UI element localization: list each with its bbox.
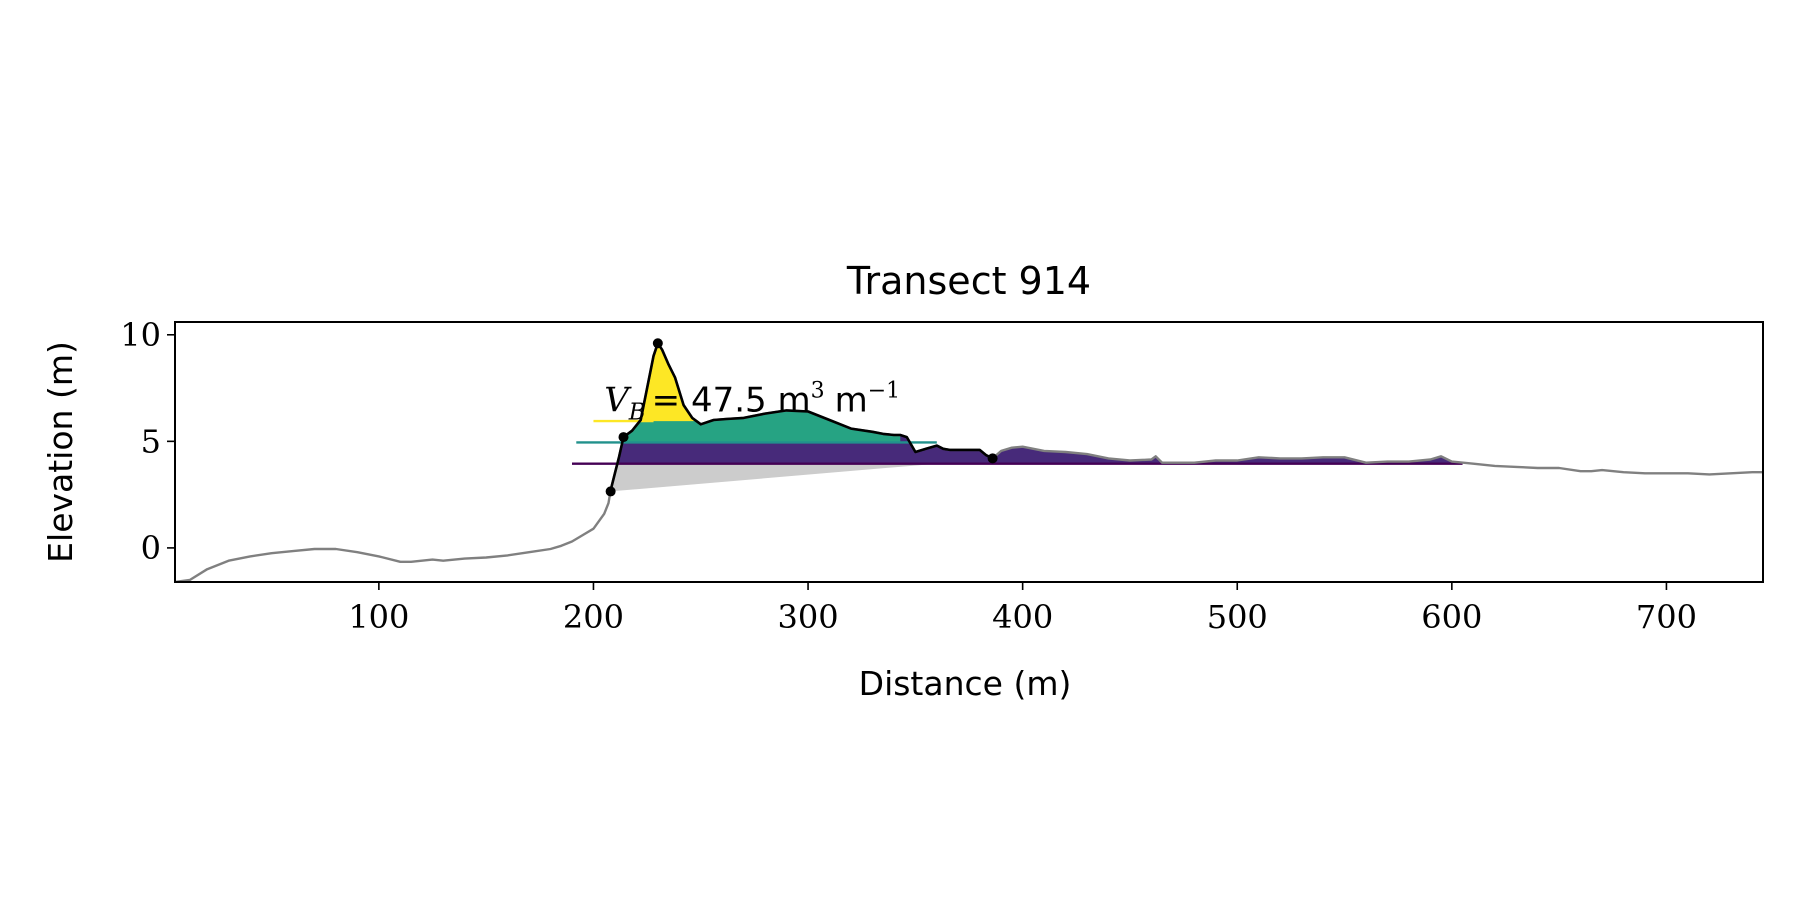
x-tick-label-400: 400	[992, 598, 1053, 636]
annotation-unit: m	[835, 381, 868, 421]
x-tick-label-100: 100	[348, 598, 409, 636]
y-tick-label-10: 10	[120, 316, 161, 354]
annotation-unit-exponent: −1	[868, 379, 900, 404]
dune-mid-marker	[618, 432, 629, 443]
volume-annotation: VB = 47.5 m3 m−1	[604, 379, 900, 426]
y-axis-ticks: 0 5 10	[120, 316, 175, 567]
x-axis-label: Distance (m)	[859, 664, 1072, 703]
dune-crest-marker	[652, 338, 663, 349]
x-tick-label-200: 200	[563, 598, 624, 636]
annotation-subscript: B	[628, 400, 646, 426]
x-axis-ticks: 100 200 300 400 500 600 700	[348, 582, 1697, 636]
annotation-exponent: 3	[811, 379, 825, 404]
x-tick-label-300: 300	[778, 598, 839, 636]
plot-frame	[174, 321, 1764, 583]
annotation-text: = 47.5 m	[652, 381, 811, 421]
x-tick-label-700: 700	[1636, 598, 1697, 636]
chart-title: Transect 914	[846, 259, 1091, 303]
marker-group	[605, 338, 998, 497]
annotation-symbol: V	[604, 381, 632, 421]
dune-profile-line	[609, 342, 994, 491]
plot-area	[175, 342, 1763, 582]
y-tick-label-5: 5	[141, 422, 161, 460]
y-tick-label-0: 0	[141, 529, 161, 567]
dune-heel-marker	[987, 453, 998, 464]
y-axis-label: Elevation (m)	[41, 341, 80, 563]
dune-toe-marker	[605, 486, 616, 497]
x-tick-label-500: 500	[1207, 598, 1268, 636]
x-tick-label-600: 600	[1421, 598, 1482, 636]
